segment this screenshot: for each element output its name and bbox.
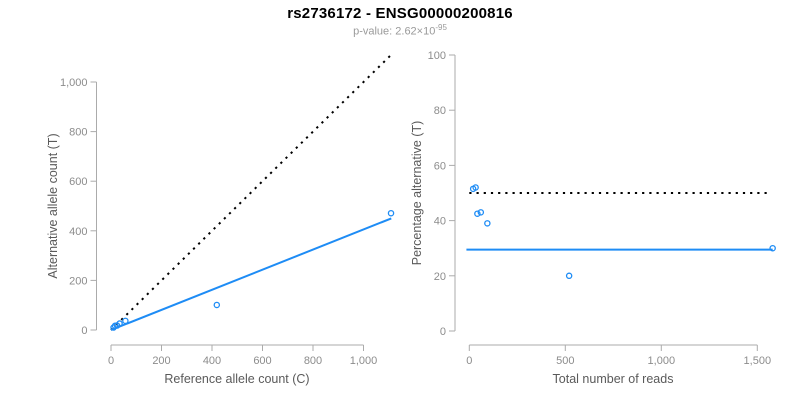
panel-2-y-tick-label: 60	[434, 160, 446, 172]
panel-2-data-point	[477, 209, 485, 216]
panel-2-y-tick-label: 40	[434, 216, 446, 228]
panel-2-data-point	[565, 272, 573, 280]
panel-1-x-axis-title: Reference allele count (C)	[164, 372, 309, 386]
panel-2-data-point	[474, 210, 481, 217]
panel-2-y-tick-label: 20	[434, 271, 446, 283]
panel-1-data-point	[387, 209, 395, 217]
panel-1-x-tick-label: 200	[152, 355, 170, 367]
identity-line	[110, 55, 391, 331]
panel-1-data-point	[116, 320, 123, 327]
panel-1-data-point	[122, 317, 129, 325]
panel-2-data-point	[769, 244, 776, 252]
panel-2-x-tick-label: 500	[556, 355, 574, 367]
panel-1-x-tick-label: 400	[203, 355, 221, 367]
panel-2-data-point	[484, 220, 491, 227]
panel-1-y-tick-label: 0	[81, 325, 87, 337]
panel-1-y-tick-label: 200	[69, 275, 87, 287]
panel-1-y-tick-label: 1,000	[60, 77, 88, 89]
panel-2-data-point	[472, 184, 479, 191]
panel-1-y-tick-label: 800	[69, 127, 87, 139]
chart-subtitle: p-value: 2.62×10-95	[0, 23, 800, 38]
panel-2-x-tick-label: 0	[466, 355, 472, 367]
panel-2-y-axis-title: Percentage alternative (T)	[410, 121, 424, 266]
chart-title: rs2736172 - ENSG00000200816	[287, 5, 513, 22]
panel-2-y-tick-label: 100	[428, 50, 446, 62]
panel-1-x-tick-label: 0	[108, 355, 114, 367]
panel-1-y-tick-label: 400	[69, 226, 87, 238]
panel-1-x-tick-label: 1,000	[350, 355, 378, 367]
panel-1-y-axis-title: Alternative allele count (T)	[46, 133, 60, 278]
panel-1-x-tick-label: 600	[253, 355, 271, 367]
panel-1-y-tick-label: 600	[69, 176, 87, 188]
fit-line	[110, 217, 392, 331]
pvalue-text: p-value: 2.62×10	[353, 25, 436, 38]
panel-2-y-tick-label: 0	[440, 326, 446, 338]
panel-2-y-tick-label: 80	[434, 105, 446, 117]
pvalue-exponent: -95	[435, 23, 447, 32]
panel-2-x-tick-label: 1,000	[648, 355, 676, 367]
panel-1-x-tick-label: 800	[304, 355, 322, 367]
panel-1-data-point	[213, 301, 221, 309]
panel-2-x-tick-label: 1,500	[744, 355, 772, 367]
panel-2-x-axis-title: Total number of reads	[553, 372, 674, 386]
